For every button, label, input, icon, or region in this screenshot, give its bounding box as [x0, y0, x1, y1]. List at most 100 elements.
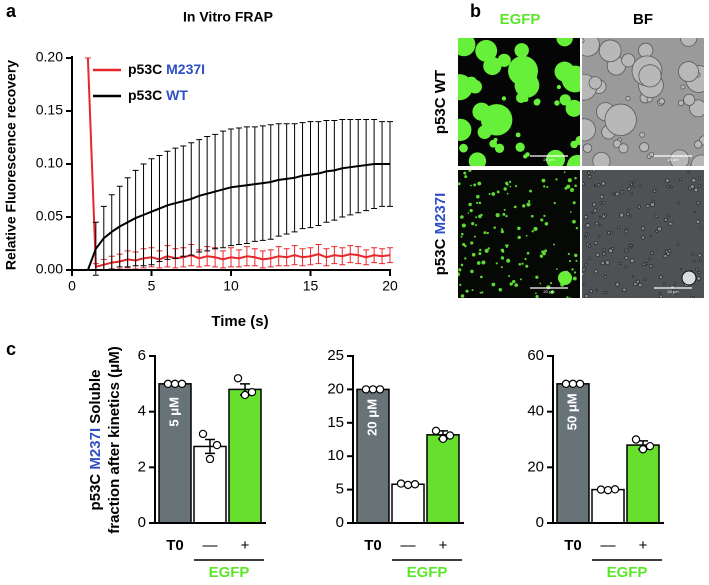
droplet — [567, 154, 580, 166]
droplet — [588, 76, 602, 90]
legend-label: p53C M237I — [128, 61, 205, 77]
axes — [352, 355, 464, 524]
droplet — [553, 243, 555, 246]
droplet — [535, 275, 539, 279]
droplet — [567, 252, 570, 256]
droplet — [624, 229, 629, 234]
y-tick-label: 10 — [327, 447, 344, 464]
droplet — [461, 232, 464, 236]
group-label: EGFP — [607, 564, 648, 580]
droplet — [587, 174, 592, 179]
droplet — [645, 262, 649, 266]
error-bar — [387, 247, 393, 264]
droplet — [594, 221, 599, 226]
replicate-point — [631, 435, 641, 444]
replicate-point — [375, 385, 385, 394]
droplet — [471, 252, 476, 257]
droplet — [478, 252, 482, 256]
droplet — [491, 282, 496, 287]
droplet — [632, 180, 636, 184]
droplet — [652, 189, 657, 193]
droplet — [615, 191, 620, 197]
droplet — [629, 258, 635, 264]
droplet — [663, 217, 668, 222]
droplet — [460, 235, 463, 238]
x-axis-label: Time (s) — [211, 313, 268, 330]
droplet — [543, 185, 546, 188]
panel-label: c — [6, 339, 16, 359]
droplet — [617, 225, 621, 230]
droplet — [584, 235, 587, 239]
y-tick-label: 2 — [138, 458, 146, 475]
y-tick-label: 4 — [138, 403, 146, 420]
droplet — [500, 256, 505, 260]
droplet — [571, 268, 574, 271]
replicate-point — [368, 385, 378, 394]
droplet — [599, 194, 605, 199]
droplet — [598, 39, 622, 63]
droplet — [658, 291, 662, 295]
droplet — [540, 218, 544, 222]
droplet — [471, 289, 474, 292]
bar — [426, 434, 460, 524]
droplet — [622, 287, 627, 292]
droplet — [628, 214, 633, 218]
droplet — [676, 243, 680, 246]
droplet — [618, 143, 629, 154]
droplet — [475, 201, 479, 205]
droplet — [639, 132, 645, 138]
droplet — [496, 190, 500, 194]
droplet — [546, 149, 566, 166]
droplet — [477, 181, 482, 186]
bar-label: 20 μM — [364, 399, 379, 436]
y-tick-label: 0.20 — [36, 49, 63, 65]
droplet — [619, 212, 625, 218]
droplet — [668, 221, 673, 227]
droplet — [633, 185, 636, 188]
replicate-point — [610, 485, 620, 494]
droplet — [533, 226, 538, 231]
droplet — [500, 230, 504, 234]
droplet — [544, 222, 549, 226]
droplet — [554, 100, 560, 106]
droplet — [522, 96, 529, 103]
droplet — [586, 171, 591, 175]
droplet — [505, 214, 508, 218]
bar-label: 50 μM — [564, 393, 579, 430]
droplet — [458, 268, 462, 272]
droplet — [584, 232, 588, 236]
droplets — [458, 170, 579, 298]
droplet — [494, 143, 505, 153]
droplet — [572, 276, 577, 281]
y-tick-label: 0.00 — [36, 261, 63, 277]
x-tick-label: T0 — [166, 537, 184, 554]
droplet — [650, 251, 654, 256]
droplet — [651, 199, 655, 203]
droplet — [484, 248, 489, 253]
droplet — [514, 64, 538, 87]
droplet — [544, 249, 548, 253]
droplet — [463, 171, 467, 175]
column-label: EGFP — [500, 11, 541, 28]
x-tick-label: + — [639, 537, 648, 554]
droplet — [525, 234, 528, 237]
droplet — [696, 276, 702, 281]
droplet — [693, 210, 697, 214]
bar — [591, 488, 625, 524]
droplet — [678, 61, 699, 83]
droplet — [470, 241, 474, 245]
droplet — [483, 231, 487, 235]
droplet — [539, 254, 544, 258]
droplet — [599, 201, 603, 205]
droplet — [663, 254, 668, 259]
droplet — [584, 263, 588, 267]
droplet — [600, 181, 606, 186]
droplet — [595, 288, 598, 292]
scale-bar-label: 20 μm — [543, 289, 555, 294]
droplet — [460, 294, 465, 298]
replicate-point — [361, 385, 371, 394]
droplet — [638, 42, 654, 59]
replicate-point — [445, 431, 455, 440]
droplet — [505, 246, 508, 249]
y-tick-label: 0.05 — [36, 208, 63, 224]
